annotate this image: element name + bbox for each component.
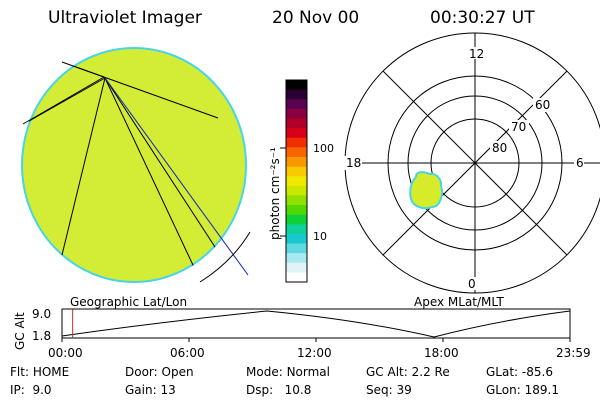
observation-time: 00:30:27 UT [430, 8, 535, 28]
colorbar-band [286, 89, 307, 100]
timeline-label: 18:00 [424, 346, 459, 360]
limb-arc [199, 231, 251, 283]
colorbar-band [286, 80, 307, 91]
colorbar-band [286, 166, 307, 177]
colorbar-band [286, 99, 307, 110]
info-value: Normal [286, 365, 330, 379]
info-value: 39 [396, 383, 412, 397]
timeline-ylabel: GC Alt [13, 312, 27, 350]
colorbar-band [286, 253, 307, 264]
info-gain: Gain: 13 [125, 383, 176, 397]
info-value: Open [161, 365, 194, 379]
colorbar-band [286, 137, 307, 148]
info-label: Dsp: [246, 383, 274, 397]
colorbar-tick-label-10: 10 [313, 230, 327, 243]
timeline-ytick-top: 9.0 [32, 307, 51, 321]
info-mode: Mode: Normal [246, 365, 330, 379]
lat-label-70: 70 [511, 120, 526, 134]
colorbar-band [286, 233, 307, 245]
info-label: GLon: [486, 383, 521, 397]
mlt-label-12: 12 [469, 47, 484, 61]
label-bg [509, 120, 529, 134]
info-value: 189.1 [524, 383, 559, 397]
info-label: Door: [125, 365, 158, 379]
info-dsp: Dsp: 10.8 [246, 383, 311, 397]
info-label: Gain: [125, 383, 157, 397]
colorbar-band [286, 272, 307, 283]
label-bg [466, 47, 484, 59]
label-bg [490, 141, 510, 155]
colorbar-band [286, 108, 307, 120]
timeline-frame [61, 308, 571, 339]
instrument-title: Ultraviolet Imager [48, 8, 202, 28]
intensity-colorbar: 100 10 photon cm⁻²s⁻¹ [268, 79, 334, 283]
colorbar-frame [285, 79, 308, 283]
timeline-label: 23:59 [556, 346, 591, 360]
info-label: IP: [10, 383, 25, 397]
info-value: 2.2 Re [411, 365, 450, 379]
geographic-grid-extension [22, 76, 105, 125]
mlt-label-6: 6 [576, 156, 584, 170]
info-value: 10.8 [284, 383, 312, 397]
label-bg [344, 156, 362, 170]
altitude-curve [61, 310, 571, 338]
colorbar-tick-label-100: 100 [313, 142, 334, 155]
info-gc-alt: GC Alt: 2.2 Re [366, 365, 450, 379]
colorbar-band [286, 195, 307, 206]
info-label: Mode: [246, 365, 283, 379]
colorbar-band [286, 147, 307, 158]
colorbar-band [286, 128, 307, 139]
observation-date: 20 Nov 00 [272, 8, 360, 28]
colorbar-band [286, 262, 307, 273]
timeline-label: 06:00 [170, 346, 205, 360]
colorbar-band [286, 224, 307, 235]
colorbar-band [286, 205, 307, 216]
geographic-image-panel [21, 47, 251, 283]
info-value: -85.6 [521, 365, 553, 379]
magnetic-polar-plot: 12 18 6 0 60 70 80 [344, 32, 600, 294]
info-ip: IP: 9.0 [10, 383, 52, 397]
info-label: GLat: [486, 365, 519, 379]
uvi-image-texture [23, 49, 245, 281]
info-value: HOME [32, 365, 70, 379]
colorbar-band [286, 156, 307, 168]
info-value: 9.0 [32, 383, 52, 397]
timeline-ytick-bottom: 1.8 [32, 329, 51, 343]
colorbar-band [286, 214, 307, 225]
colorbar-band [286, 118, 307, 129]
colorbar-band [286, 185, 307, 197]
info-label: Flt: [10, 365, 29, 379]
colorbar-band [286, 243, 307, 254]
colorbar-unit-label: photon cm⁻²s⁻¹ [268, 147, 282, 240]
geographic-grid-lines [21, 61, 231, 281]
terminator-line [104, 77, 249, 276]
colorbar-gradient [286, 80, 307, 283]
lat-label-60: 60 [535, 98, 550, 112]
info-value: 13 [160, 383, 176, 397]
lat-label-80: 80 [492, 141, 507, 155]
info-door: Door: Open [125, 365, 194, 379]
timeline-label: 12:00 [297, 346, 332, 360]
info-label: Seq: [366, 383, 393, 397]
geographic-grid-extension [61, 61, 105, 78]
orbit-timeline: GC Alt 9.0 1.8 00:00 06:00 12:00 18:00 2… [13, 307, 591, 360]
info-glon: GLon: 189.1 [486, 383, 559, 397]
info-glat: GLat: -85.6 [486, 365, 553, 379]
colorbar-band [286, 176, 307, 187]
info-seq: Seq: 39 [366, 383, 412, 397]
info-label: GC Alt: [366, 365, 408, 379]
label-bg [533, 98, 553, 112]
mlt-label-18: 18 [346, 156, 361, 170]
timeline-label: 00:00 [48, 346, 83, 360]
right-panel-caption: Apex MLat/MLT [414, 295, 504, 309]
mlt-label-0: 0 [468, 277, 476, 291]
left-panel-caption: Geographic Lat/Lon [70, 295, 187, 309]
info-filter: Flt: HOME [10, 365, 69, 379]
label-bg [574, 156, 584, 170]
label-bg [467, 277, 477, 290]
auroral-patch [409, 171, 443, 210]
